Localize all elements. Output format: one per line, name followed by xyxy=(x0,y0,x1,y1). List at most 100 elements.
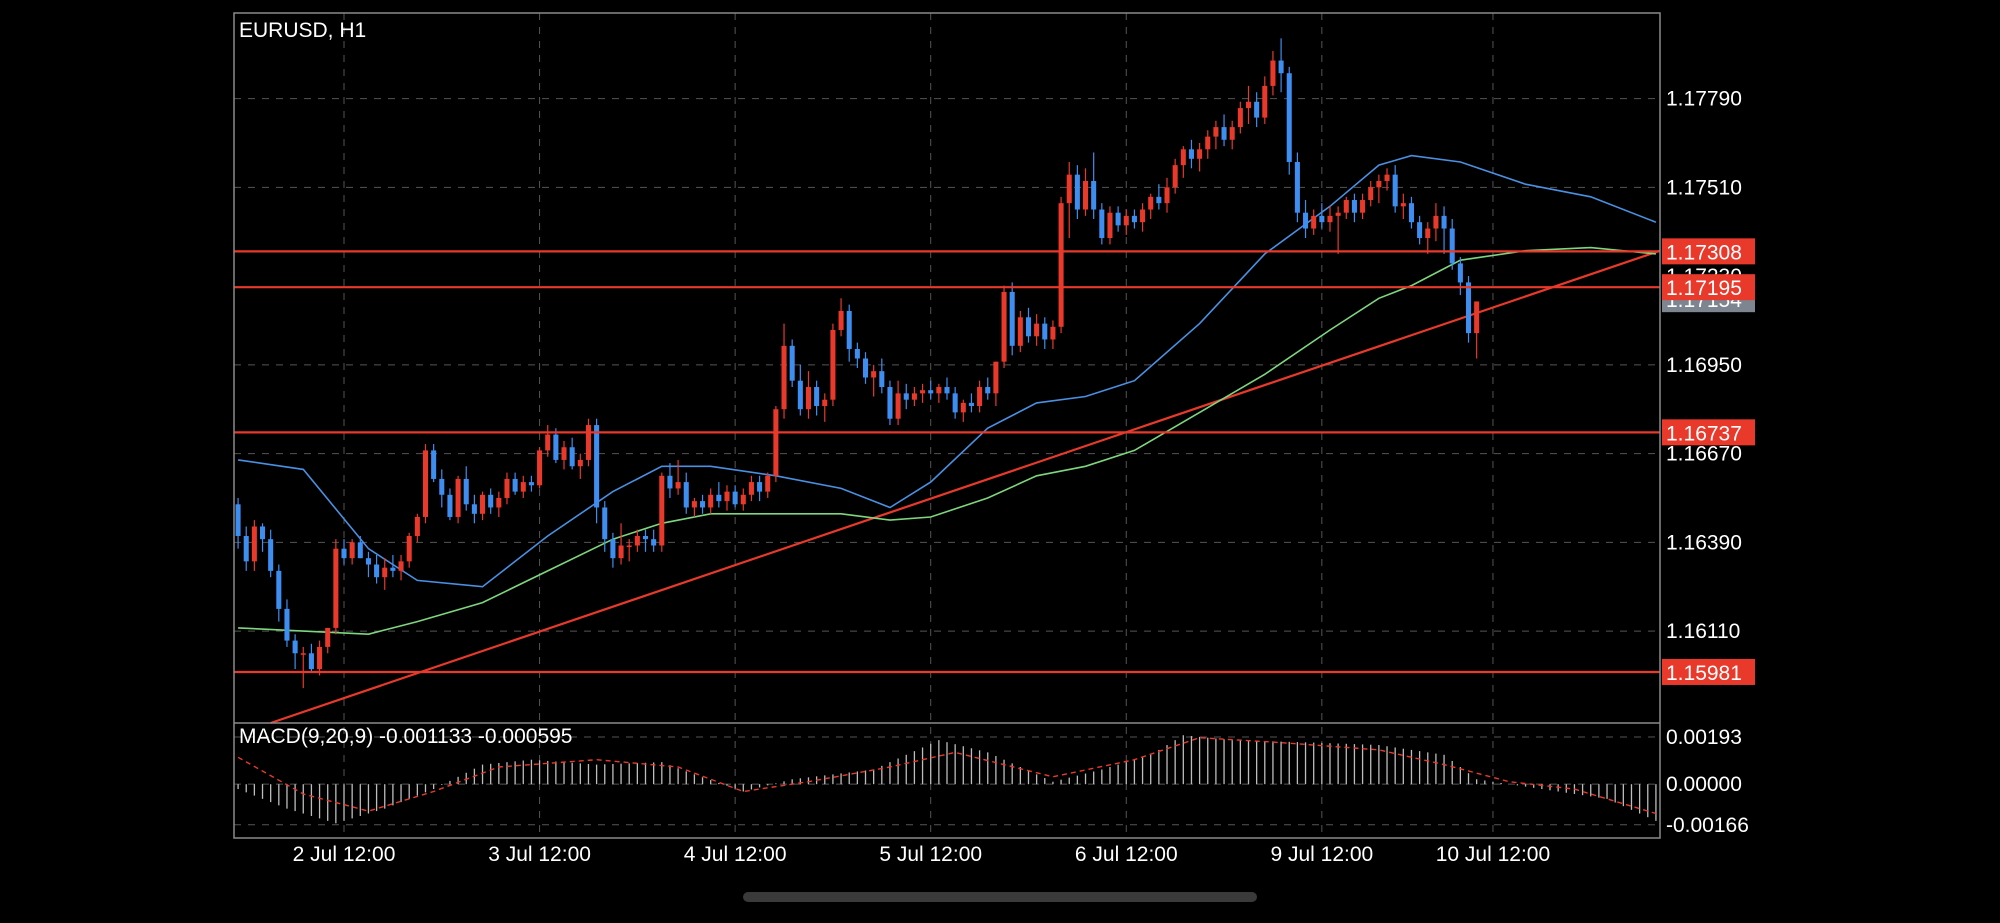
candle xyxy=(1025,307,1032,343)
candle-body xyxy=(1343,200,1349,213)
horizontal-levels[interactable] xyxy=(234,250,1660,674)
candle xyxy=(1164,177,1170,213)
candle xyxy=(317,640,323,676)
candle xyxy=(1188,139,1194,169)
candle xyxy=(814,380,820,416)
candle-body xyxy=(349,542,355,559)
candle xyxy=(414,513,420,543)
candle-body xyxy=(1384,174,1390,181)
candle-body xyxy=(1449,228,1455,264)
candle-body xyxy=(854,348,860,359)
candle xyxy=(357,535,363,559)
candle-body xyxy=(797,380,803,410)
candle xyxy=(651,529,657,552)
candle xyxy=(724,485,730,511)
candle xyxy=(1425,222,1431,254)
candle-body xyxy=(1091,180,1097,210)
candle-body xyxy=(716,494,722,502)
candle-body xyxy=(398,561,404,571)
candle-body xyxy=(504,478,510,498)
candle xyxy=(862,352,869,384)
time-tick-label: 10 Jul 12:00 xyxy=(1436,843,1550,866)
candle xyxy=(333,539,339,635)
candle-body xyxy=(382,567,388,578)
time-tick-label: 5 Jul 12:00 xyxy=(879,843,982,866)
candle-body xyxy=(431,450,437,479)
candle-body xyxy=(1408,203,1414,223)
candle xyxy=(871,364,877,397)
candle xyxy=(1082,168,1089,216)
candle xyxy=(1205,130,1211,159)
candle xyxy=(1131,209,1137,229)
candle xyxy=(308,643,314,673)
candle-body xyxy=(871,371,877,378)
macd-title: MACD(9,20,9) -0.001133 -0.000595 xyxy=(239,725,572,748)
candle-body xyxy=(1417,222,1423,239)
trendline-layer[interactable] xyxy=(270,249,1661,725)
candle-body xyxy=(480,494,486,514)
candle xyxy=(920,383,926,403)
candle-body xyxy=(1140,209,1146,223)
candle-body xyxy=(268,539,274,571)
candle-body xyxy=(365,558,371,565)
candle-body xyxy=(520,482,526,492)
candle xyxy=(528,475,534,492)
candle xyxy=(553,428,559,464)
candle xyxy=(1384,168,1390,191)
candle xyxy=(1237,101,1243,134)
candle xyxy=(1197,142,1203,172)
candle xyxy=(1156,184,1162,210)
candle-body xyxy=(708,494,714,508)
candle-body xyxy=(553,434,559,460)
candle-body xyxy=(390,567,396,571)
candle-body xyxy=(822,399,828,407)
candle-body xyxy=(276,570,282,609)
level-label-box xyxy=(1662,419,1755,446)
candle xyxy=(773,406,779,483)
level-label: 1.15981 xyxy=(1666,662,1742,685)
candle xyxy=(683,472,689,514)
time-tick-label: 6 Jul 12:00 xyxy=(1075,843,1178,866)
candle xyxy=(944,377,950,400)
candle xyxy=(1172,158,1178,194)
panel-frames xyxy=(233,12,1661,839)
candle-body xyxy=(642,535,649,540)
candle-body xyxy=(748,482,754,495)
price-axis-labels: 1.17790 1.17510 1.16950 1.16670 1.16390 1.161… xyxy=(1662,88,1755,685)
home-indicator[interactable] xyxy=(743,892,1257,902)
candle xyxy=(341,539,347,565)
candle xyxy=(1066,161,1072,239)
candle-body xyxy=(1050,326,1056,340)
candle xyxy=(374,555,380,584)
candle-body xyxy=(1270,60,1276,86)
candle xyxy=(594,418,600,524)
candle xyxy=(1433,203,1439,242)
candle xyxy=(700,494,706,514)
candle xyxy=(325,627,331,654)
candle-body xyxy=(1433,215,1439,229)
time-tick-label: 4 Jul 12:00 xyxy=(684,843,787,866)
price-tick-label: 1.16390 xyxy=(1666,531,1742,554)
candle xyxy=(1115,206,1121,232)
candle xyxy=(1441,206,1447,254)
candle xyxy=(276,564,282,622)
candle-body xyxy=(577,459,583,467)
candle-body xyxy=(1457,263,1463,283)
candle-body xyxy=(781,345,787,410)
candle-body xyxy=(1425,228,1431,239)
candle xyxy=(797,364,803,416)
candle-body xyxy=(463,478,469,505)
candle xyxy=(993,361,999,407)
candle xyxy=(691,497,697,517)
candle-body xyxy=(594,425,600,508)
candle xyxy=(1140,203,1146,232)
candle xyxy=(1229,120,1235,150)
candle-body xyxy=(675,482,681,489)
level-label: 1.16737 xyxy=(1666,422,1742,445)
candle-body xyxy=(292,640,298,654)
macd-axis-labels: 0.00193 0.00000 -0.00166 xyxy=(1666,726,1749,837)
candle-body xyxy=(659,475,665,546)
candle-body xyxy=(1221,127,1227,140)
candle xyxy=(1376,174,1382,204)
candle-body xyxy=(357,542,363,559)
